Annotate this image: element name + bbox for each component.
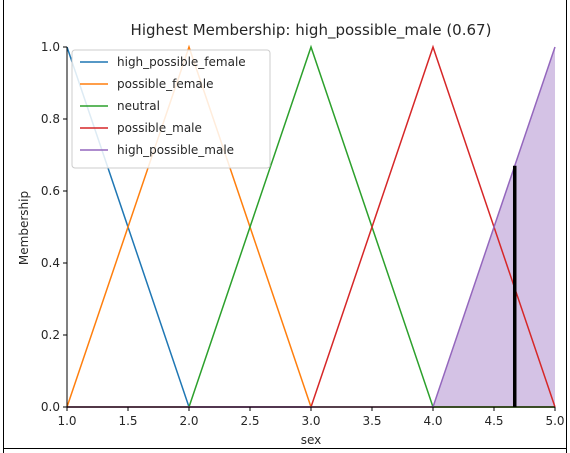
legend-box — [71, 49, 271, 169]
chart-title: Highest Membership: high_possible_male (… — [131, 21, 492, 40]
frame-border-bottom — [3, 448, 567, 449]
x-tick-label: 1.5 — [118, 414, 137, 428]
legend-label: high_possible_male — [117, 143, 234, 157]
x-tick-label: 4.5 — [484, 414, 503, 428]
x-tick-label: 1.0 — [57, 414, 76, 428]
legend: high_possible_female possible_femaleneutr… — [71, 49, 271, 169]
x-tick-label: 4.0 — [423, 414, 442, 428]
x-tick-label: 3.0 — [301, 414, 320, 428]
legend-label: possible_male — [117, 121, 202, 135]
ticks-layer: 1.0 1.5 2.0 2.5 3.0 3.5 4.0 4.5 5.0 0.0 0.2 0.4 0.6 0… — [41, 40, 565, 428]
y-tick-label: 0.0 — [41, 400, 60, 414]
x-tick-label: 2.5 — [240, 414, 259, 428]
y-tick-label: 0.6 — [41, 184, 60, 198]
y-axis-label: Membership — [17, 191, 31, 265]
legend-label: neutral — [117, 99, 160, 113]
legend-label: possible_female — [117, 77, 214, 91]
frame-border-right — [566, 0, 567, 453]
x-tick-label: 3.5 — [362, 414, 381, 428]
x-tick-label: 2.0 — [179, 414, 198, 428]
x-tick-label: 5.0 — [545, 414, 564, 428]
frame-border-left — [3, 0, 4, 453]
x-axis-label: sex — [301, 433, 322, 447]
legend-label: high_possible_female — [117, 55, 246, 69]
y-tick-label: 0.4 — [41, 256, 60, 270]
y-tick-label: 0.8 — [41, 112, 60, 126]
y-tick-label: 0.2 — [41, 328, 60, 342]
y-tick-label: 1.0 — [41, 40, 60, 54]
